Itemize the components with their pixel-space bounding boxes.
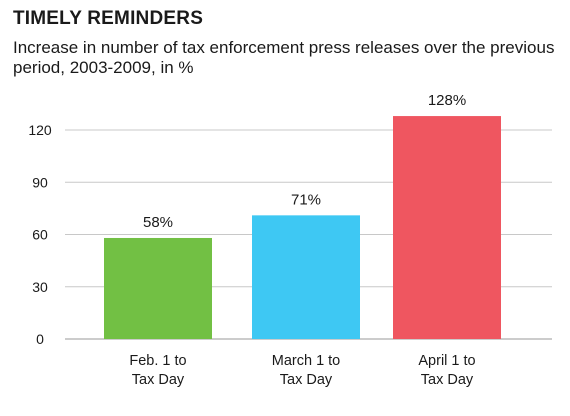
- y-tick-label-30: 30: [32, 279, 48, 295]
- chart-subtitle: Increase in number of tax enforcement pr…: [13, 38, 555, 77]
- category-label-1-line-2: Tax Day: [132, 372, 185, 388]
- category-label-3-line-2: Tax Day: [421, 372, 474, 388]
- category-label-2-line-2: Tax Day: [280, 372, 333, 388]
- data-label-3: 128%: [428, 92, 466, 109]
- category-label-1-line-1: Feb. 1 to: [129, 353, 186, 369]
- y-tick-label-0: 0: [36, 331, 44, 347]
- y-tick-label-90: 90: [32, 174, 48, 190]
- category-label-3-line-1: April 1 to: [418, 353, 475, 369]
- data-label-1: 58%: [143, 214, 173, 231]
- data-label-2: 71%: [291, 191, 321, 208]
- y-tick-label-60: 60: [32, 227, 48, 243]
- bar-1: [104, 237, 212, 339]
- chart-title: TIMELY REMINDERS: [13, 8, 204, 29]
- bar-3: [393, 116, 501, 339]
- bar-2: [252, 215, 360, 339]
- y-tick-label-120: 120: [28, 122, 52, 138]
- category-label-2-line-1: March 1 to: [272, 353, 341, 369]
